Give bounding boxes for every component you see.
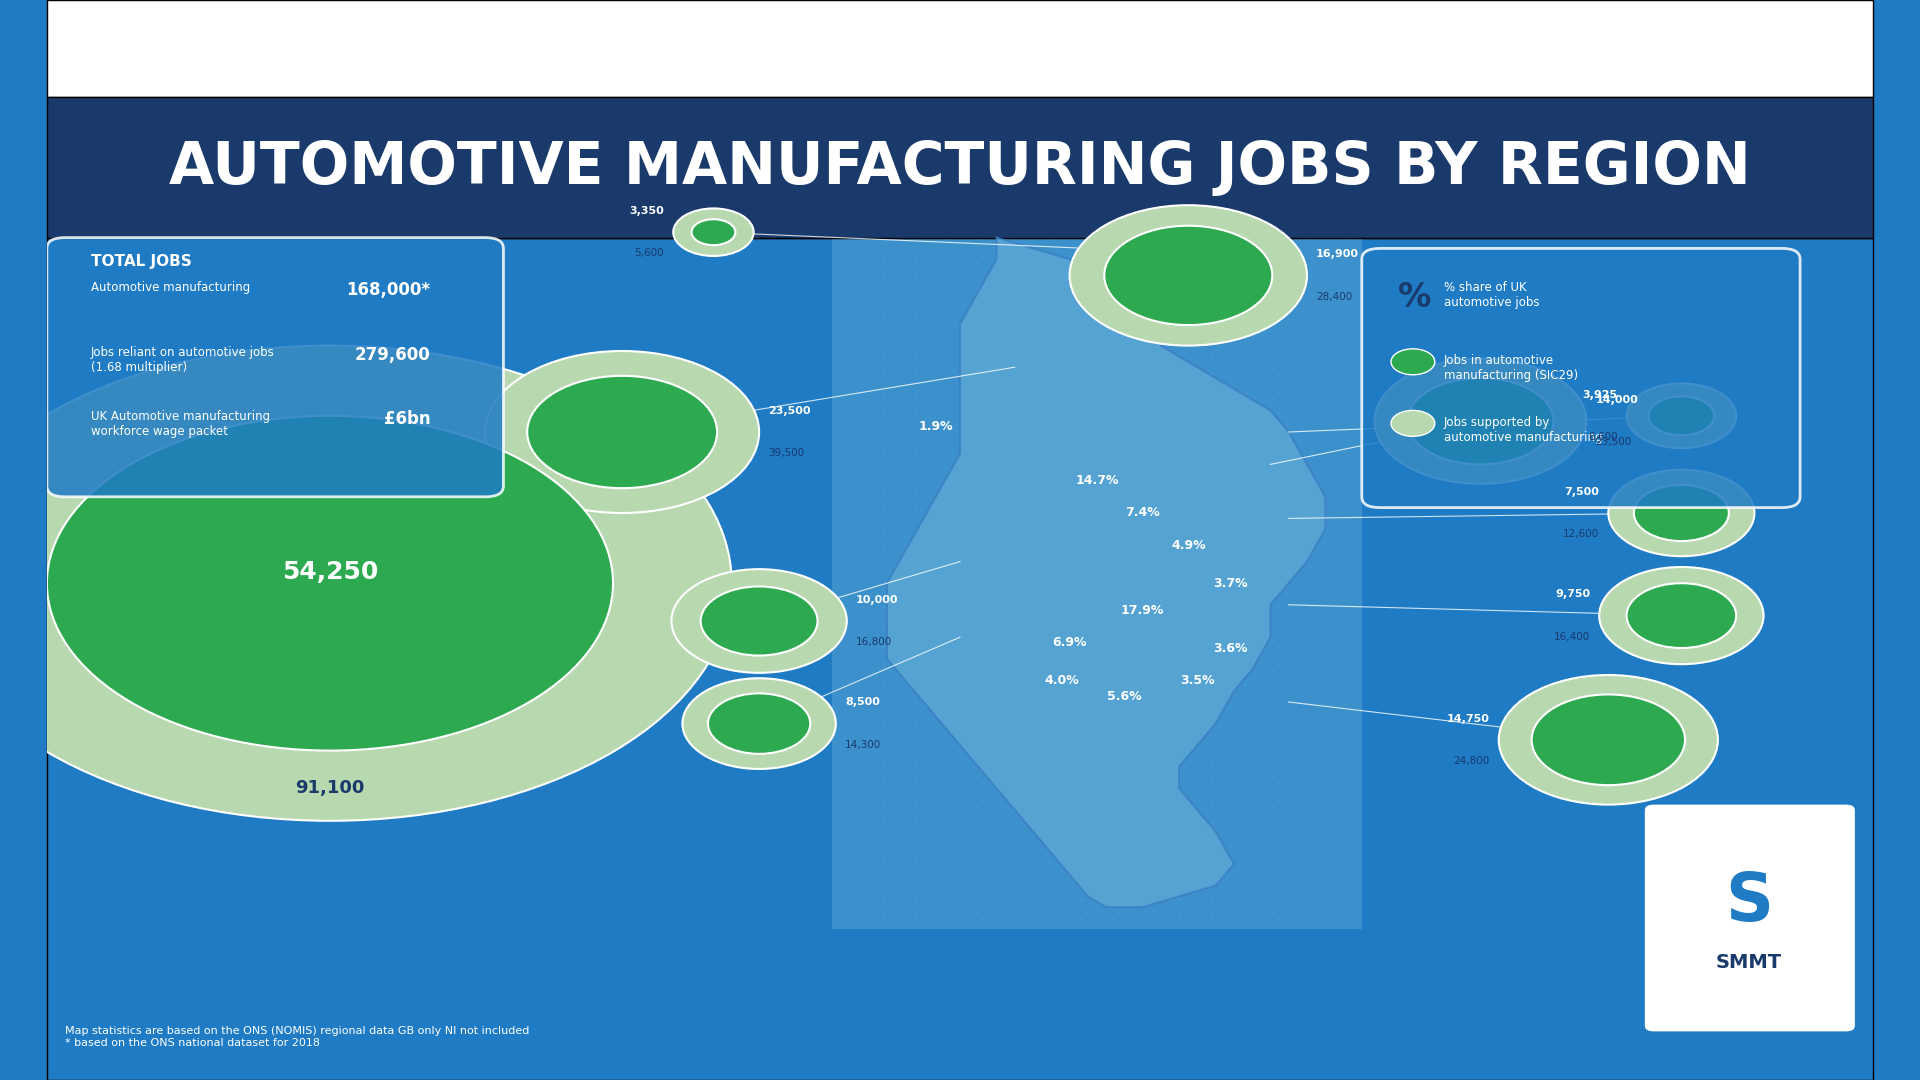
Text: Jobs supported by
automotive manufacturing: Jobs supported by automotive manufacturi… [1444,416,1603,444]
Circle shape [1390,349,1434,375]
Text: 4.9%: 4.9% [1171,539,1206,552]
Text: S: S [1724,869,1772,935]
Text: Jobs reliant on automotive jobs
(1.68 multiplier): Jobs reliant on automotive jobs (1.68 mu… [90,346,275,374]
Text: 6.9%: 6.9% [1052,636,1087,649]
Text: 7.4%: 7.4% [1125,507,1160,519]
Circle shape [682,678,835,769]
Text: 5,600: 5,600 [634,248,664,258]
Text: Map statistics are based on the ONS (NOMIS) regional data GB only NI not include: Map statistics are based on the ONS (NOM… [65,1026,530,1048]
FancyBboxPatch shape [1645,805,1855,1031]
Circle shape [46,416,612,751]
Text: 12,600: 12,600 [1563,529,1599,539]
Text: 3.6%: 3.6% [1213,642,1248,654]
Text: 28,400: 28,400 [1315,292,1352,301]
Text: % share of UK
automotive jobs: % share of UK automotive jobs [1444,281,1540,309]
Circle shape [1649,396,1715,435]
Text: 24,800: 24,800 [1453,756,1490,766]
Circle shape [1634,485,1728,541]
Text: 1.9%: 1.9% [920,420,954,433]
Text: 5.6%: 5.6% [1108,690,1142,703]
Text: 54,250: 54,250 [282,561,378,584]
Circle shape [708,693,810,754]
FancyBboxPatch shape [831,205,1361,929]
Text: 17.9%: 17.9% [1121,604,1164,617]
Text: 14,000: 14,000 [1596,395,1638,405]
Circle shape [1626,383,1736,448]
Text: 14.7%: 14.7% [1075,474,1119,487]
Circle shape [1375,359,1586,484]
Text: 3.5%: 3.5% [1181,674,1215,687]
Circle shape [672,569,847,673]
Text: 23,500: 23,500 [768,406,810,416]
Circle shape [1500,675,1718,805]
Text: 168,000*: 168,000* [346,281,430,299]
Circle shape [1407,378,1553,464]
Circle shape [1599,567,1764,664]
Text: %: % [1398,281,1432,314]
FancyBboxPatch shape [1361,248,1801,508]
Circle shape [528,376,716,488]
FancyBboxPatch shape [46,238,1874,1080]
Text: Automotive manufacturing: Automotive manufacturing [90,281,250,294]
Circle shape [691,219,735,245]
Text: 23,500: 23,500 [1596,437,1632,447]
Circle shape [1626,583,1736,648]
Text: 16,400: 16,400 [1553,632,1590,642]
Text: 39,500: 39,500 [768,448,804,458]
Text: AUTOMOTIVE MANUFACTURING JOBS BY REGION: AUTOMOTIVE MANUFACTURING JOBS BY REGION [169,139,1751,195]
Polygon shape [887,238,1325,907]
Circle shape [0,346,732,821]
Text: 10,000: 10,000 [856,595,899,605]
Text: 8,500: 8,500 [845,698,879,707]
Text: 91,100: 91,100 [296,780,365,797]
FancyBboxPatch shape [46,97,1874,238]
Text: 279,600: 279,600 [355,346,430,364]
Text: 6,600: 6,600 [1588,432,1617,442]
Circle shape [1390,410,1434,436]
Text: 4.0%: 4.0% [1044,674,1079,687]
FancyBboxPatch shape [46,238,503,497]
Text: Jobs in automotive
manufacturing (SIC29): Jobs in automotive manufacturing (SIC29) [1444,354,1578,382]
Text: 3.7%: 3.7% [1213,577,1248,590]
Text: UK Automotive manufacturing
workforce wage packet: UK Automotive manufacturing workforce wa… [90,410,271,438]
Text: 7,500: 7,500 [1565,487,1599,497]
Text: 3,925: 3,925 [1582,390,1617,400]
Circle shape [701,586,818,656]
Circle shape [674,208,755,256]
Text: SMMT: SMMT [1716,953,1782,972]
Text: 14,300: 14,300 [845,740,881,750]
Text: 9,750: 9,750 [1555,590,1590,599]
Text: 16,900: 16,900 [1315,249,1359,259]
Circle shape [486,351,758,513]
Text: 14,750: 14,750 [1448,714,1490,724]
FancyBboxPatch shape [46,0,1874,97]
Circle shape [1104,226,1273,325]
Text: TOTAL JOBS: TOTAL JOBS [90,254,192,269]
Circle shape [1069,205,1308,346]
Text: £6bn: £6bn [384,410,430,429]
Text: 16,800: 16,800 [856,637,893,647]
Circle shape [1609,470,1755,556]
Circle shape [1532,694,1686,785]
Text: 3,350: 3,350 [630,206,664,216]
